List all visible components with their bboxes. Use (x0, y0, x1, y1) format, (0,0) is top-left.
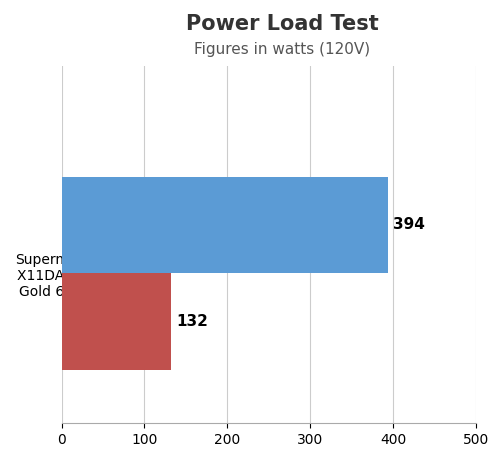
Text: Figures in watts (120V): Figures in watts (120V) (194, 42, 370, 56)
Text: 394: 394 (393, 218, 425, 232)
Text: 132: 132 (176, 314, 208, 329)
Text: Power Load Test: Power Load Test (186, 14, 379, 34)
Bar (61, 274, 171, 370)
Bar (61, 176, 388, 274)
